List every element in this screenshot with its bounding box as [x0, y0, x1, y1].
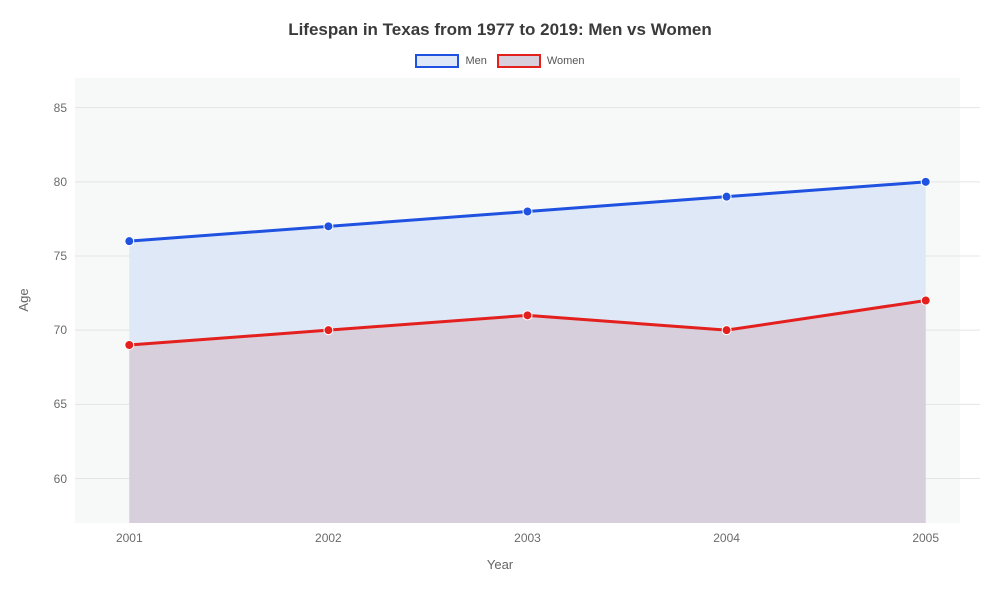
marker-women[interactable]: [324, 326, 333, 335]
marker-women[interactable]: [125, 341, 134, 350]
y-tick-label: 75: [54, 249, 75, 263]
marker-women[interactable]: [921, 296, 930, 305]
marker-men[interactable]: [921, 177, 930, 186]
y-tick-label: 85: [54, 101, 75, 115]
legend: Men Women: [20, 54, 980, 68]
chart-svg: [75, 78, 980, 523]
legend-swatch-men: [415, 54, 459, 68]
y-axis-label: Age: [16, 288, 31, 311]
marker-men[interactable]: [125, 237, 134, 246]
y-tick-label: 65: [54, 397, 75, 411]
y-tick-label: 80: [54, 175, 75, 189]
plot-area: 60657075808520012002200320042005: [75, 78, 960, 523]
x-tick-label: 2005: [912, 523, 939, 545]
legend-item-women[interactable]: Women: [497, 54, 585, 68]
marker-men[interactable]: [722, 192, 731, 201]
y-tick-label: 70: [54, 323, 75, 337]
plot-area-wrap: 60657075808520012002200320042005: [75, 78, 960, 523]
marker-women[interactable]: [722, 326, 731, 335]
x-tick-label: 2004: [713, 523, 740, 545]
marker-men[interactable]: [324, 222, 333, 231]
x-tick-label: 2003: [514, 523, 541, 545]
chart-container: Lifespan in Texas from 1977 to 2019: Men…: [0, 0, 1000, 600]
x-tick-label: 2001: [116, 523, 143, 545]
x-axis-label: Year: [20, 557, 980, 572]
marker-women[interactable]: [523, 311, 532, 320]
legend-item-men[interactable]: Men: [415, 54, 486, 68]
legend-label-men: Men: [465, 55, 486, 67]
legend-label-women: Women: [547, 55, 585, 67]
legend-swatch-women: [497, 54, 541, 68]
marker-men[interactable]: [523, 207, 532, 216]
y-tick-label: 60: [54, 472, 75, 486]
chart-title: Lifespan in Texas from 1977 to 2019: Men…: [20, 20, 980, 40]
x-tick-label: 2002: [315, 523, 342, 545]
